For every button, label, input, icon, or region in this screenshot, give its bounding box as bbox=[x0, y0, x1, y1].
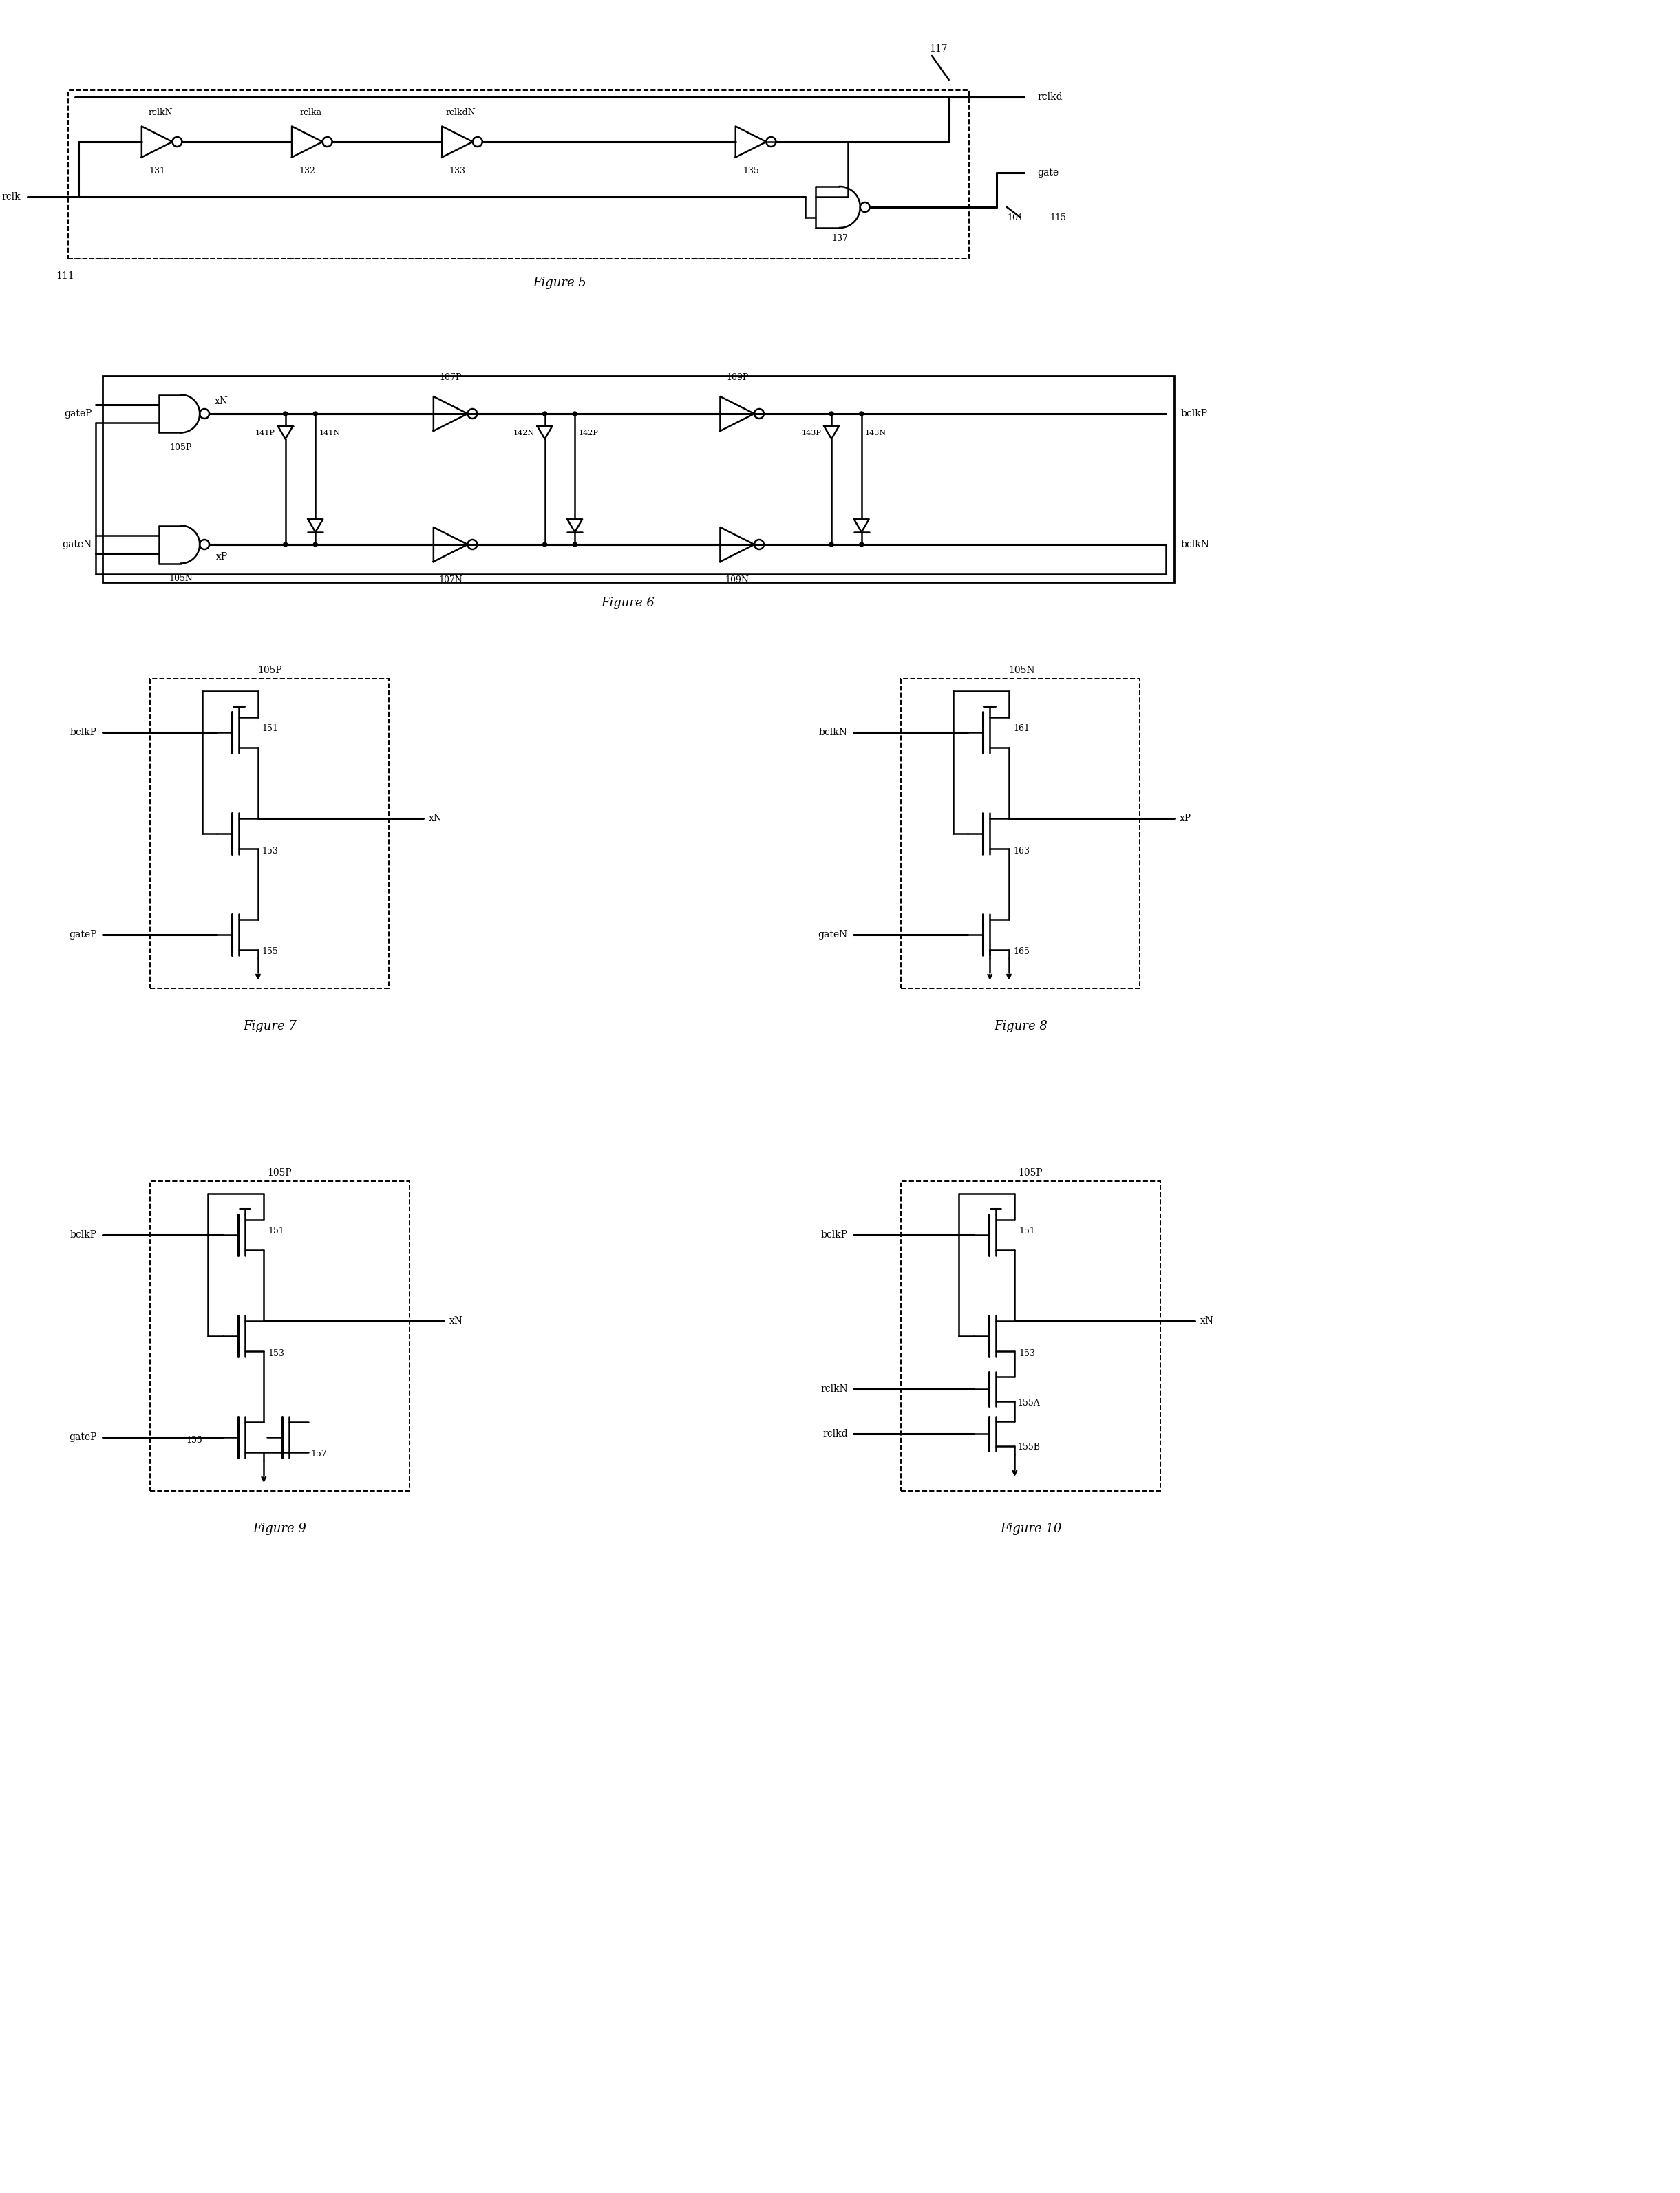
Text: Figure 5: Figure 5 bbox=[533, 276, 586, 289]
Text: rclkN: rclkN bbox=[820, 1384, 848, 1395]
Text: 107N: 107N bbox=[438, 577, 462, 586]
Circle shape bbox=[830, 412, 833, 417]
Text: 105N: 105N bbox=[1008, 667, 1035, 675]
Text: xP: xP bbox=[1179, 814, 1191, 822]
Text: 157: 157 bbox=[311, 1450, 328, 1458]
Text: 153: 153 bbox=[267, 1349, 284, 1357]
Text: bclkN: bclkN bbox=[1181, 539, 1210, 548]
Circle shape bbox=[573, 412, 576, 417]
Text: 109N: 109N bbox=[726, 577, 749, 586]
Text: 142N: 142N bbox=[512, 430, 534, 436]
Text: 135: 135 bbox=[743, 167, 759, 175]
Text: 151: 151 bbox=[262, 724, 279, 732]
Bar bbox=[900, 678, 1141, 989]
Text: 105P: 105P bbox=[257, 667, 282, 675]
Text: 163: 163 bbox=[1013, 846, 1030, 855]
Text: 141N: 141N bbox=[319, 430, 341, 436]
Text: Figure 7: Figure 7 bbox=[244, 1020, 296, 1033]
Text: gateP: gateP bbox=[69, 1432, 97, 1443]
Circle shape bbox=[284, 542, 287, 546]
Text: 151: 151 bbox=[267, 1226, 284, 1235]
Text: 153: 153 bbox=[1018, 1349, 1035, 1357]
Text: rclkd: rclkd bbox=[823, 1430, 848, 1439]
Text: Figure 9: Figure 9 bbox=[254, 1522, 307, 1535]
Text: rclk: rclk bbox=[2, 193, 20, 202]
Text: 105P: 105P bbox=[170, 443, 192, 452]
Text: 161: 161 bbox=[1013, 724, 1030, 732]
Text: 155A: 155A bbox=[1018, 1399, 1040, 1408]
Text: 101: 101 bbox=[1008, 213, 1025, 221]
Text: gate: gate bbox=[1038, 169, 1058, 178]
Text: rclkN: rclkN bbox=[148, 107, 173, 118]
Circle shape bbox=[860, 412, 864, 417]
Circle shape bbox=[543, 542, 546, 546]
Text: bclkN: bclkN bbox=[820, 728, 848, 737]
Text: 131: 131 bbox=[150, 167, 165, 175]
Text: 141P: 141P bbox=[255, 430, 276, 436]
Text: gateN: gateN bbox=[62, 539, 92, 548]
Text: bclkP: bclkP bbox=[71, 1230, 97, 1239]
Text: rclka: rclka bbox=[299, 107, 321, 118]
Text: Figure 6: Figure 6 bbox=[601, 596, 655, 610]
Text: 132: 132 bbox=[299, 167, 316, 175]
Text: 107P: 107P bbox=[440, 373, 462, 382]
Text: Figure 10: Figure 10 bbox=[1000, 1522, 1062, 1535]
Text: 155: 155 bbox=[262, 947, 279, 956]
Circle shape bbox=[860, 542, 864, 546]
Text: 137: 137 bbox=[832, 235, 848, 243]
Bar bbox=[150, 678, 390, 989]
Text: 133: 133 bbox=[449, 167, 465, 175]
Text: bclkP: bclkP bbox=[71, 728, 97, 737]
Circle shape bbox=[284, 412, 287, 417]
Text: 155B: 155B bbox=[1018, 1443, 1040, 1452]
Bar bbox=[900, 1182, 1161, 1491]
Text: 105N: 105N bbox=[170, 575, 193, 583]
Bar bbox=[150, 1182, 410, 1491]
Text: 111: 111 bbox=[55, 272, 74, 281]
Text: bclkP: bclkP bbox=[822, 1230, 848, 1239]
Text: bclkP: bclkP bbox=[1181, 408, 1208, 419]
Text: Figure 8: Figure 8 bbox=[995, 1020, 1047, 1033]
Circle shape bbox=[830, 542, 833, 546]
Text: 109P: 109P bbox=[726, 373, 748, 382]
Text: 151: 151 bbox=[1018, 1226, 1035, 1235]
Text: 117: 117 bbox=[929, 44, 948, 53]
Text: gateP: gateP bbox=[69, 930, 97, 939]
Text: 115: 115 bbox=[1050, 213, 1067, 221]
Bar bbox=[69, 90, 969, 259]
Text: gateN: gateN bbox=[818, 930, 848, 939]
Text: xN: xN bbox=[449, 1316, 464, 1327]
Text: 105P: 105P bbox=[267, 1169, 291, 1178]
Circle shape bbox=[543, 412, 546, 417]
Text: xN: xN bbox=[215, 397, 228, 406]
Text: xN: xN bbox=[1200, 1316, 1215, 1327]
Text: 105P: 105P bbox=[1018, 1169, 1042, 1178]
Circle shape bbox=[314, 542, 318, 546]
Text: xN: xN bbox=[428, 814, 442, 822]
Circle shape bbox=[573, 542, 576, 546]
Text: 155: 155 bbox=[186, 1436, 202, 1445]
Text: 142P: 142P bbox=[578, 430, 598, 436]
Bar bbox=[102, 375, 1174, 583]
Text: gateP: gateP bbox=[64, 408, 92, 419]
Text: 143N: 143N bbox=[865, 430, 887, 436]
Text: 143P: 143P bbox=[801, 430, 822, 436]
Circle shape bbox=[314, 412, 318, 417]
Text: 153: 153 bbox=[262, 846, 279, 855]
Text: 165: 165 bbox=[1013, 947, 1030, 956]
Text: rclkdN: rclkdN bbox=[445, 107, 475, 118]
Text: xP: xP bbox=[215, 553, 227, 561]
Text: rclkd: rclkd bbox=[1038, 92, 1063, 101]
